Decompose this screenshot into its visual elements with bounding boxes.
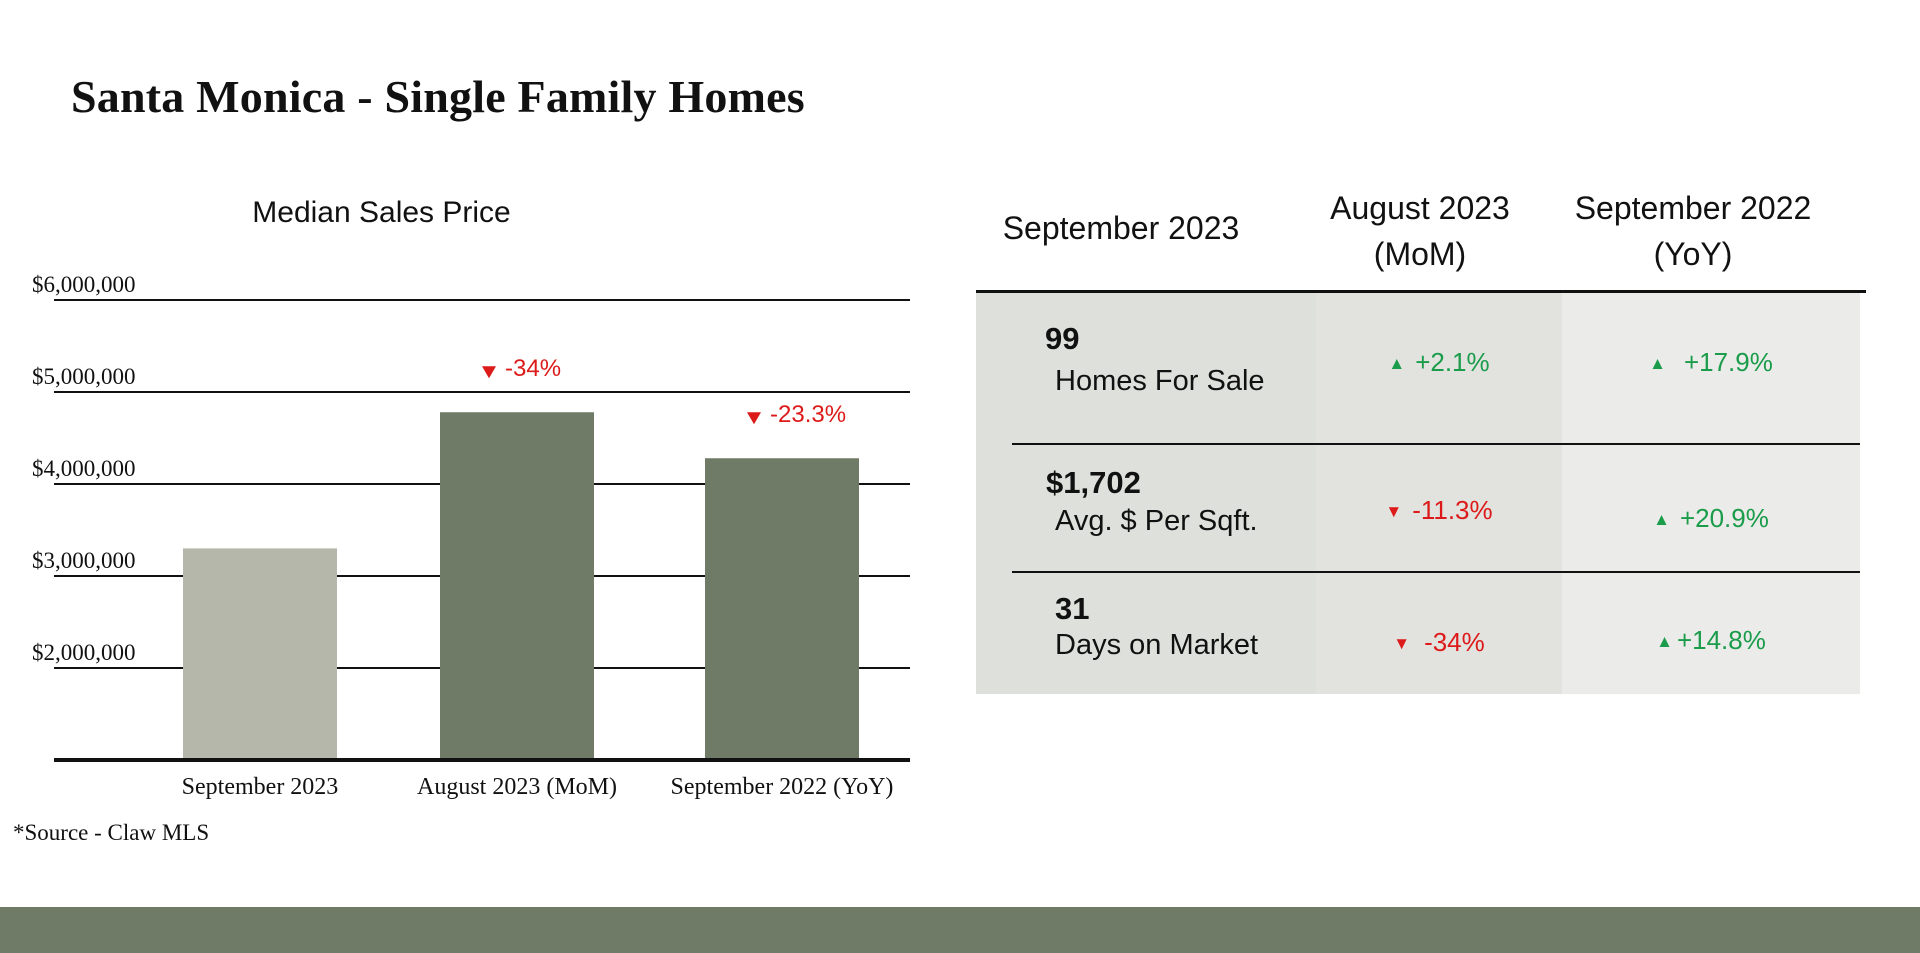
y-tick-label: $2,000,000: [32, 640, 136, 665]
bar-annotation: -34%: [505, 355, 561, 382]
mom-change: ▼ -34%: [1393, 627, 1485, 657]
table-header: September 2023 August 2023 (MoM) Septemb…: [976, 185, 1866, 293]
row-divider: [1012, 571, 1860, 573]
yoy-cell: ▲ +17.9%: [1562, 293, 1860, 445]
yoy-change: ▲ +14.8%: [1656, 625, 1766, 655]
metric-cell: $1,702 Avg. $ Per Sqft.: [976, 445, 1316, 573]
header-mom: August 2023 (MoM): [1297, 185, 1543, 277]
table-row: 31 Days on Market ▼ -34% ▲ +14.8%: [976, 573, 1860, 694]
mom-cell: ▼ -11.3%: [1316, 445, 1562, 573]
mom-cell: ▼ -34%: [1316, 573, 1562, 694]
table-row: 99 Homes For Sale ▲ +2.1% ▲ +17.9%: [976, 293, 1860, 445]
y-tick-label: $5,000,000: [32, 364, 136, 389]
bar-annotation: -23.3%: [770, 401, 846, 428]
metric-label: Homes For Sale: [1055, 365, 1265, 397]
triangle-up-icon: ▲: [1649, 354, 1666, 373]
yoy-change: ▲ +20.9%: [1653, 503, 1769, 533]
yoy-cell: ▲ +14.8%: [1562, 573, 1860, 694]
table-body: 99 Homes For Sale ▲ +2.1% ▲ +17.9% $1,702 …: [976, 293, 1860, 694]
header-mom-line1: August 2023: [1330, 190, 1510, 226]
triangle-up-icon: ▲: [1388, 354, 1406, 373]
table-row: $1,702 Avg. $ Per Sqft. ▼ -11.3% ▲ +20.9%: [976, 445, 1860, 573]
mom-change: ▲ +2.1%: [1388, 347, 1490, 377]
x-category-label: September 2022 (YoY): [671, 774, 894, 800]
row-divider: [1012, 443, 1860, 445]
triangle-up-icon: ▲: [1656, 632, 1673, 651]
y-tick-label: $3,000,000: [32, 548, 136, 573]
source-note: *Source - Claw MLS: [13, 820, 210, 845]
header-mom-line2: (MoM): [1373, 236, 1467, 272]
bar: [705, 458, 859, 760]
header-yoy-line1: September 2022: [1574, 190, 1812, 226]
yoy-cell: ▲ +20.9%: [1562, 445, 1860, 573]
x-category-label: August 2023 (MoM): [417, 774, 617, 800]
mom-cell: ▲ +2.1%: [1316, 293, 1562, 445]
bar: [183, 548, 337, 760]
bar: [440, 412, 594, 760]
chart-title: Median Sales Price: [252, 196, 511, 229]
triangle-down-icon: [482, 366, 496, 379]
triangle-down-icon: ▼: [1385, 502, 1403, 521]
header-yoy: September 2022 (YoY): [1543, 185, 1843, 277]
median-sales-price-chart: $2,000,000 $3,000,000 $4,000,000 $5,000,000…: [32, 272, 910, 800]
metric-value: 31: [1055, 591, 1090, 626]
metric-label: Days on Market: [1055, 629, 1259, 661]
metric-label: Avg. $ Per Sqft.: [1055, 505, 1258, 537]
metric-value: 99: [1045, 321, 1080, 356]
header-current: September 2023: [1002, 210, 1240, 246]
metrics-table: September 2023 August 2023 (MoM) Septemb…: [976, 185, 1866, 694]
header-yoy-line2: (YoY): [1653, 236, 1733, 272]
y-tick-label: $6,000,000: [32, 272, 136, 297]
x-category-label: September 2023: [182, 774, 339, 800]
triangle-down-icon: ▼: [1393, 634, 1411, 653]
metric-cell: 99 Homes For Sale: [976, 293, 1316, 445]
footer-band: [0, 907, 1920, 953]
metric-cell: 31 Days on Market: [976, 573, 1316, 694]
page-title: Santa Monica - Single Family Homes: [71, 71, 805, 122]
mom-change: ▼ -11.3%: [1385, 495, 1493, 525]
triangle-up-icon: ▲: [1653, 510, 1670, 529]
triangle-down-icon: [747, 412, 761, 425]
yoy-change: ▲ +17.9%: [1649, 347, 1773, 377]
y-tick-label: $4,000,000: [32, 456, 136, 481]
metric-value: $1,702: [1046, 465, 1141, 500]
